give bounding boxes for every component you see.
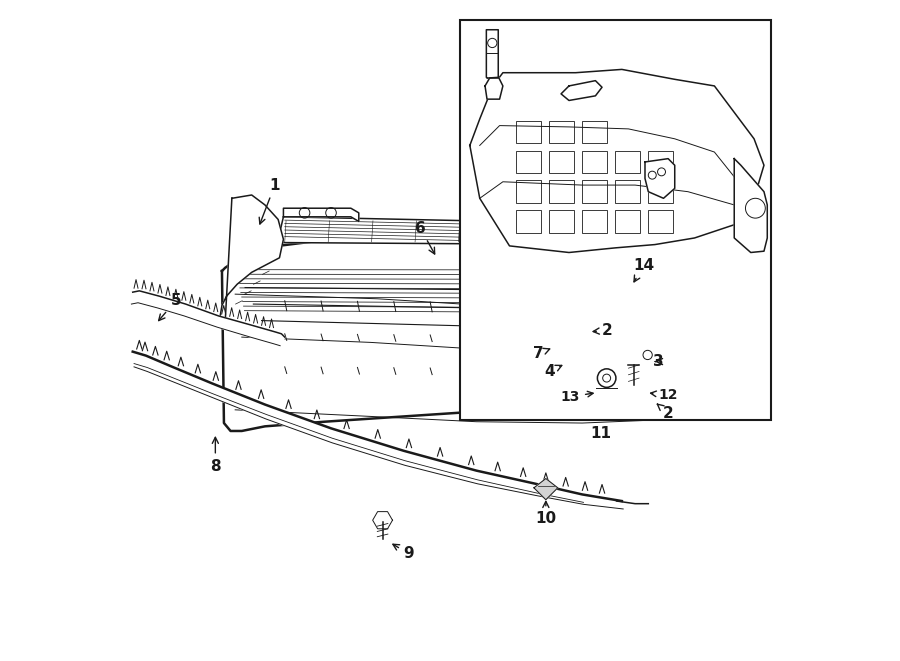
Bar <box>582 151 608 173</box>
Polygon shape <box>278 217 600 245</box>
Polygon shape <box>645 159 675 198</box>
Bar <box>582 121 608 143</box>
Polygon shape <box>641 343 655 373</box>
Text: 8: 8 <box>210 438 220 473</box>
Bar <box>516 121 541 143</box>
Circle shape <box>598 369 616 387</box>
Bar <box>616 180 641 203</box>
Text: 5: 5 <box>158 293 181 321</box>
Polygon shape <box>534 479 558 500</box>
Polygon shape <box>220 195 284 321</box>
Bar <box>549 121 574 143</box>
Bar <box>516 180 541 203</box>
Polygon shape <box>131 291 284 346</box>
Text: 4: 4 <box>544 364 562 379</box>
Bar <box>582 180 608 203</box>
Bar <box>516 210 541 233</box>
Bar <box>648 180 673 203</box>
Polygon shape <box>485 78 503 99</box>
Text: 6: 6 <box>415 221 435 254</box>
Bar <box>460 20 770 420</box>
Polygon shape <box>470 69 764 253</box>
Text: 14: 14 <box>633 258 654 282</box>
Bar <box>648 210 673 233</box>
Text: 7: 7 <box>533 346 550 361</box>
Bar <box>582 210 608 233</box>
Text: 11: 11 <box>590 426 611 441</box>
Circle shape <box>557 350 578 371</box>
Bar <box>549 151 574 173</box>
Text: 9: 9 <box>393 544 414 561</box>
Bar <box>616 210 641 233</box>
Text: 2: 2 <box>593 323 613 338</box>
Text: 2: 2 <box>657 404 673 420</box>
Bar <box>549 210 574 233</box>
Wedge shape <box>644 371 662 380</box>
Bar <box>549 180 574 203</box>
Polygon shape <box>592 225 622 248</box>
Bar <box>616 151 641 173</box>
Text: 13: 13 <box>561 389 593 404</box>
Polygon shape <box>561 81 602 100</box>
Polygon shape <box>132 352 623 509</box>
Bar <box>516 151 541 173</box>
Text: 10: 10 <box>536 502 556 526</box>
Text: 12: 12 <box>651 388 678 403</box>
Wedge shape <box>577 310 598 321</box>
Polygon shape <box>734 159 768 253</box>
Bar <box>648 151 673 173</box>
Polygon shape <box>284 208 359 221</box>
Text: 3: 3 <box>652 354 663 369</box>
Text: 1: 1 <box>259 178 280 224</box>
Polygon shape <box>222 239 688 431</box>
Polygon shape <box>373 512 392 529</box>
